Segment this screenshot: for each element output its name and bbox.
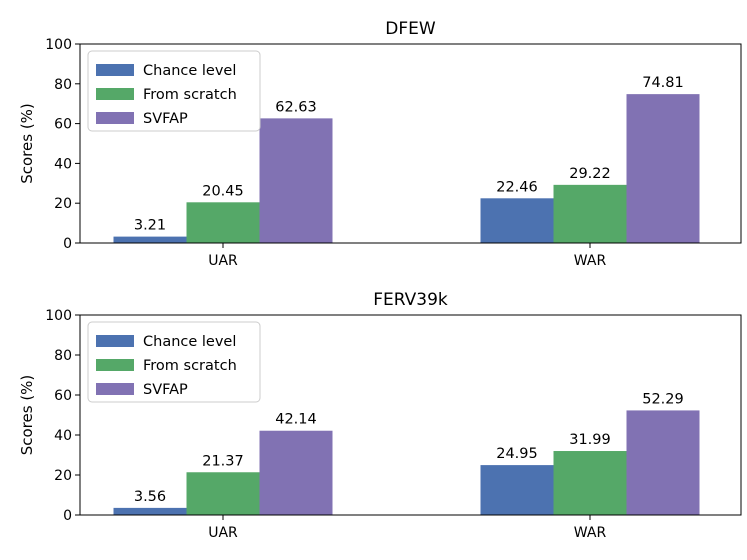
chart-title: DFEW bbox=[385, 19, 436, 39]
y-tick-label: 80 bbox=[54, 348, 72, 364]
bar-from-scratch-war bbox=[553, 451, 627, 515]
bar-from-scratch-war bbox=[553, 184, 627, 243]
data-label: 52.29 bbox=[642, 391, 684, 407]
bar-chance-level-uar bbox=[113, 236, 187, 243]
chart-title: FERV39k bbox=[373, 290, 448, 310]
data-label: 42.14 bbox=[275, 412, 317, 428]
data-label: 31.99 bbox=[569, 432, 611, 448]
data-label: 74.81 bbox=[642, 75, 684, 91]
legend: Chance level From scratch SVFAP bbox=[87, 50, 261, 132]
y-axis-label: Scores (%) bbox=[18, 375, 36, 456]
y-tick-label: 60 bbox=[54, 117, 72, 133]
subplot-dfew: DFEW 3.21 20.45 62.63 UAR 22.46 29.22 74.81 WAR 0… bbox=[18, 19, 742, 269]
y-tick-label: 0 bbox=[63, 508, 72, 524]
y-tick-label: 20 bbox=[54, 468, 72, 484]
legend-swatch bbox=[96, 64, 134, 76]
bar-from-scratch-uar bbox=[186, 202, 260, 243]
legend-label: SVFAP bbox=[143, 382, 188, 398]
legend-swatch bbox=[96, 88, 134, 100]
data-label: 20.45 bbox=[202, 183, 244, 199]
bar-chance-level-war bbox=[480, 465, 554, 515]
subplot-ferv39k: FERV39k 3.56 21.37 42.14 UAR 24.95 31.99 52.29 W… bbox=[18, 290, 742, 541]
y-tick-label: 0 bbox=[63, 236, 72, 252]
bar-chance-level-uar bbox=[113, 507, 187, 515]
data-label: 22.46 bbox=[496, 179, 538, 195]
legend: Chance level From scratch SVFAP bbox=[87, 321, 261, 403]
legend-label: From scratch bbox=[143, 358, 237, 374]
axes-frame bbox=[79, 314, 742, 516]
y-tick-label: 40 bbox=[54, 156, 72, 172]
bar-svfap-uar bbox=[259, 430, 333, 515]
legend-swatch bbox=[96, 359, 134, 371]
data-label: 62.63 bbox=[275, 99, 317, 115]
data-label: 21.37 bbox=[202, 453, 244, 469]
x-tick-label: UAR bbox=[208, 253, 238, 269]
y-tick-label: 40 bbox=[54, 428, 72, 444]
y-tick-label: 20 bbox=[54, 196, 72, 212]
legend-swatch bbox=[96, 335, 134, 347]
data-label: 24.95 bbox=[496, 446, 538, 462]
data-label: 29.22 bbox=[569, 166, 611, 182]
legend-label: Chance level bbox=[143, 334, 236, 350]
x-tick-label: UAR bbox=[208, 525, 238, 541]
legend-label: From scratch bbox=[143, 87, 237, 103]
bar-svfap-war bbox=[626, 94, 700, 243]
legend-label: SVFAP bbox=[143, 111, 188, 127]
bar-svfap-uar bbox=[259, 118, 333, 243]
legend-swatch bbox=[96, 112, 134, 124]
bar-from-scratch-uar bbox=[186, 472, 260, 515]
x-tick-label: WAR bbox=[574, 253, 607, 269]
y-axis-label: Scores (%) bbox=[18, 103, 36, 184]
data-label: 3.56 bbox=[134, 489, 166, 505]
bar-svfap-war bbox=[626, 410, 700, 515]
legend-label: Chance level bbox=[143, 63, 236, 79]
axes-frame bbox=[79, 43, 742, 244]
y-tick-label: 100 bbox=[45, 37, 72, 53]
x-tick-label: WAR bbox=[574, 525, 607, 541]
y-tick-label: 100 bbox=[45, 308, 72, 324]
y-tick-label: 60 bbox=[54, 388, 72, 404]
data-label: 3.21 bbox=[134, 218, 166, 234]
legend-swatch bbox=[96, 383, 134, 395]
bar-chance-level-war bbox=[480, 198, 554, 243]
y-tick-label: 80 bbox=[54, 77, 72, 93]
